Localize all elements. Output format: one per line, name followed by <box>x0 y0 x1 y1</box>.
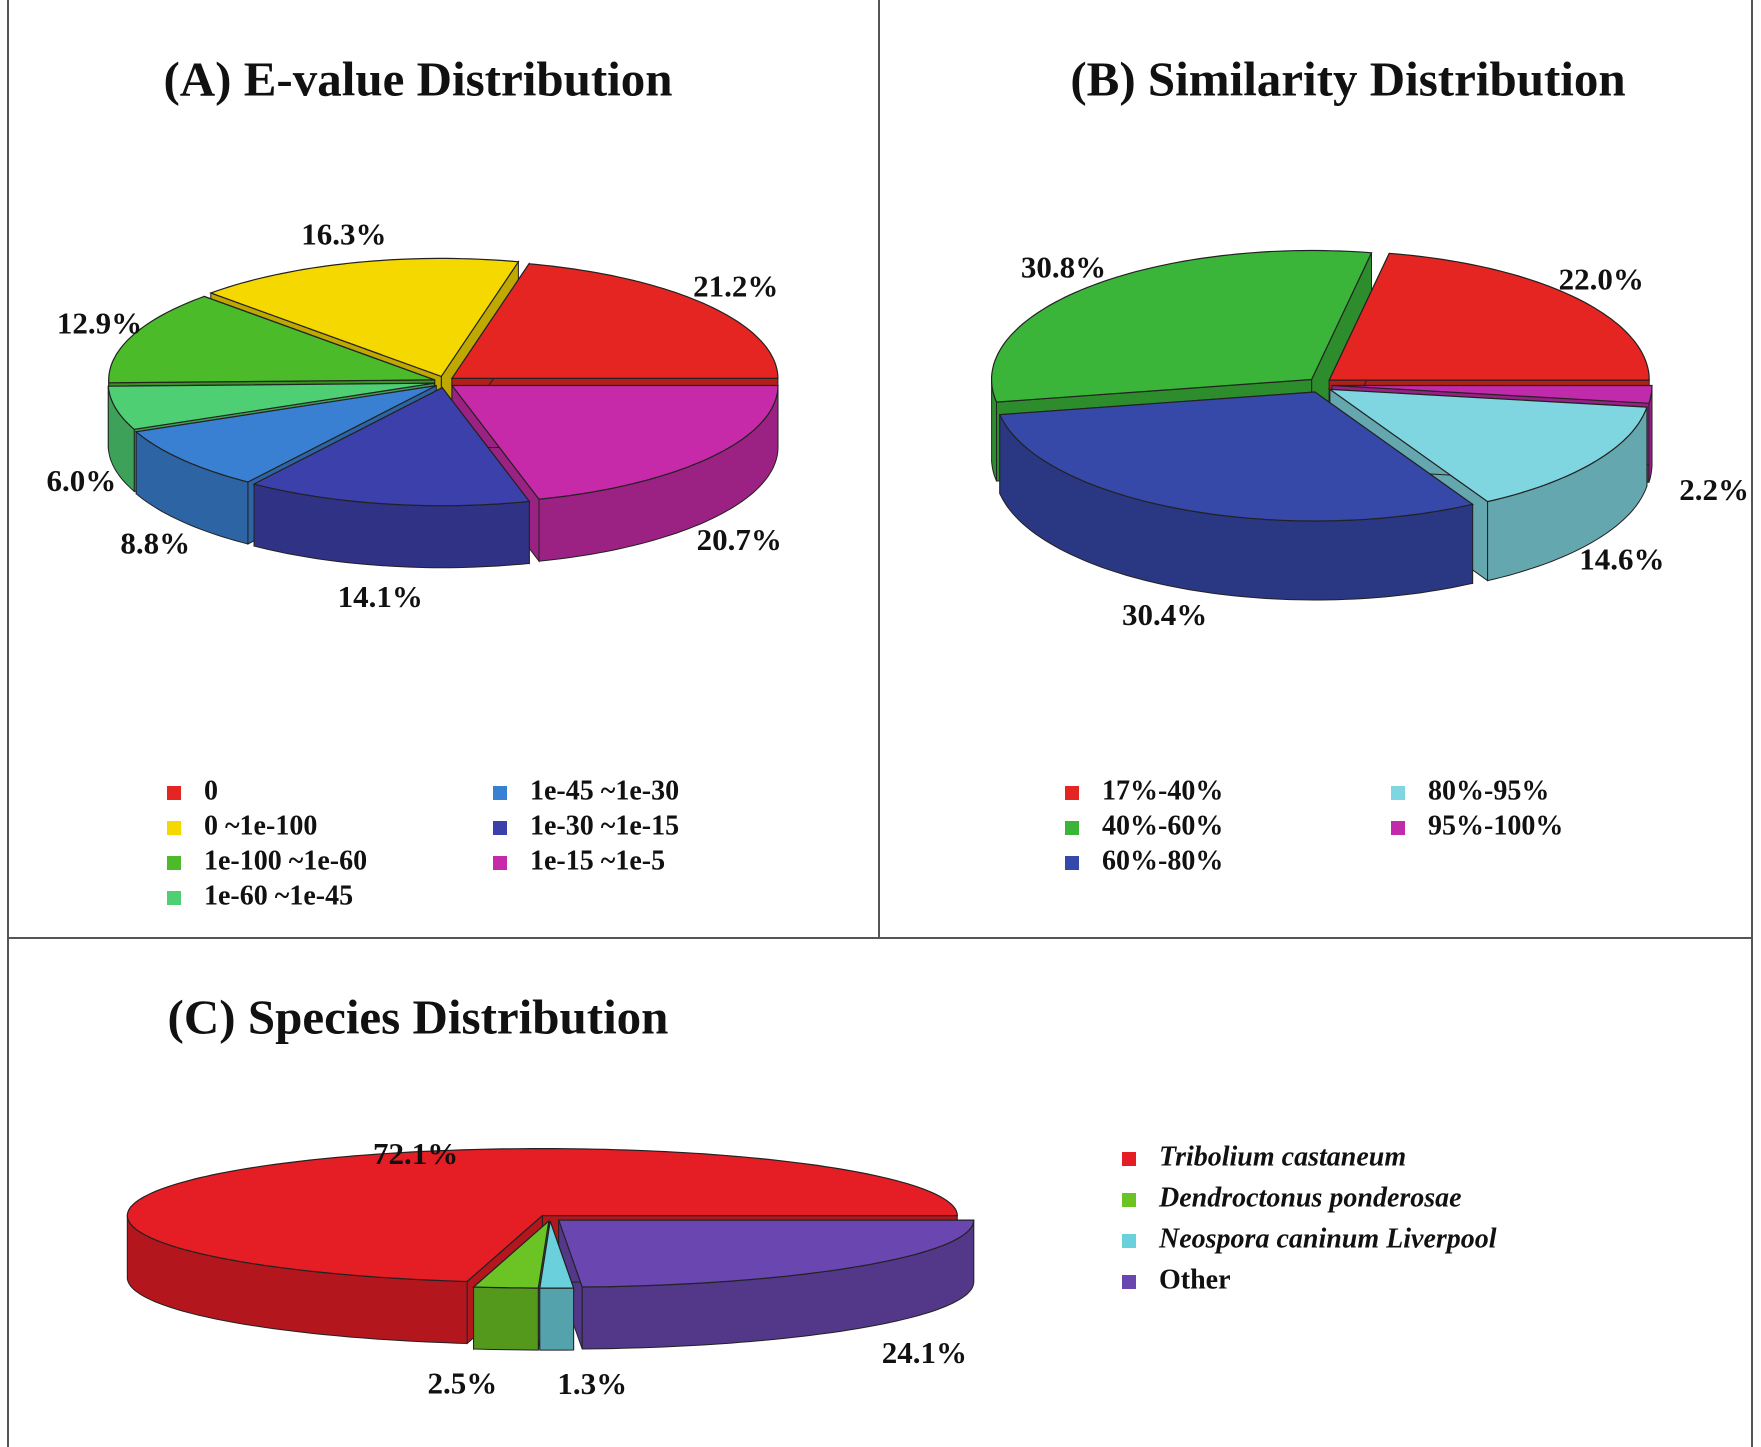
legend-swatch <box>493 821 507 835</box>
pie-slice <box>252 386 531 507</box>
legend-swatch <box>493 786 507 800</box>
value-label: 2.5% <box>428 1366 498 1401</box>
legend-label: 60%-80% <box>1102 845 1223 876</box>
legend-swatch <box>1122 1152 1136 1166</box>
pie-slice <box>1331 384 1653 404</box>
pie-chart <box>991 249 1653 601</box>
pie-slice <box>134 385 437 483</box>
legend-swatch <box>167 891 181 905</box>
legend-label: 1e-60 ~1e-45 <box>204 880 353 911</box>
pie-slice <box>539 1220 575 1289</box>
legend-swatch <box>167 821 181 835</box>
chart-title: (A) E-value Distribution <box>163 51 672 106</box>
legend-label: 17%-40% <box>1102 775 1223 806</box>
legend-label: 80%-95% <box>1428 775 1549 806</box>
pie-side <box>473 1286 539 1351</box>
legend-swatch <box>1122 1193 1136 1207</box>
value-label: 21.2% <box>693 268 778 303</box>
pie-side <box>539 1287 575 1351</box>
legend-label: 1e-30 ~1e-15 <box>530 810 679 841</box>
legend-swatch <box>1391 786 1405 800</box>
chart-title: (B) Similarity Distribution <box>1070 51 1625 106</box>
pie-slice <box>209 257 520 378</box>
legend-label: Tribolium castaneum <box>1159 1141 1406 1172</box>
pie-slice <box>1327 388 1648 503</box>
pie-slice <box>450 263 779 379</box>
pie-slice <box>126 1148 958 1283</box>
legend-swatch <box>1065 856 1079 870</box>
value-label: 6.0% <box>47 463 117 498</box>
legend-label: 1e-100 ~1e-60 <box>204 845 367 876</box>
value-label: 30.4% <box>1122 597 1207 632</box>
value-label: 8.8% <box>120 525 190 560</box>
legend-label: 1e-45 ~1e-30 <box>530 775 679 806</box>
pie-slice <box>108 295 435 384</box>
value-label: 14.1% <box>338 579 423 614</box>
legend-swatch <box>167 786 181 800</box>
legend-swatch <box>167 856 181 870</box>
value-label: 14.6% <box>1579 542 1664 577</box>
pie-slice <box>1328 252 1650 381</box>
legend-swatch <box>1122 1275 1136 1289</box>
value-label: 24.1% <box>882 1335 967 1370</box>
legend-label: Neospora caninum Liverpool <box>1158 1223 1497 1254</box>
value-label: 20.7% <box>697 522 782 557</box>
pie-slice <box>472 1219 550 1289</box>
pie-chart <box>126 1148 975 1351</box>
pie-slice <box>991 249 1373 403</box>
value-label: 12.9% <box>57 305 142 340</box>
value-label: 30.8% <box>1021 250 1106 285</box>
legend-label: Other <box>1159 1264 1231 1295</box>
value-label: 22.0% <box>1559 261 1644 296</box>
legend-label: 0 ~1e-100 <box>204 810 317 841</box>
legend-swatch <box>493 856 507 870</box>
value-label: 16.3% <box>301 217 386 252</box>
pie-slice <box>998 391 1475 522</box>
pie-slice <box>450 384 779 500</box>
legend-swatch <box>1065 786 1079 800</box>
legend-label: 40%-60% <box>1102 810 1223 841</box>
legend-swatch <box>1065 821 1079 835</box>
legend-label: 0 <box>204 775 218 806</box>
legend-swatch <box>1391 821 1405 835</box>
pie-slice <box>557 1219 975 1288</box>
value-label: 2.2% <box>1679 472 1749 507</box>
value-label: 72.1% <box>373 1136 458 1171</box>
legend-label: 1e-15 ~1e-5 <box>530 845 665 876</box>
legend-label: 95%-100% <box>1428 810 1563 841</box>
chart-title: (C) Species Distribution <box>168 989 669 1044</box>
pie-slice <box>107 382 435 431</box>
legend-swatch <box>1122 1234 1136 1248</box>
value-label: 1.3% <box>557 1366 627 1401</box>
legend-label: Dendroctonus ponderosae <box>1158 1182 1462 1213</box>
pie-chart <box>107 257 779 569</box>
